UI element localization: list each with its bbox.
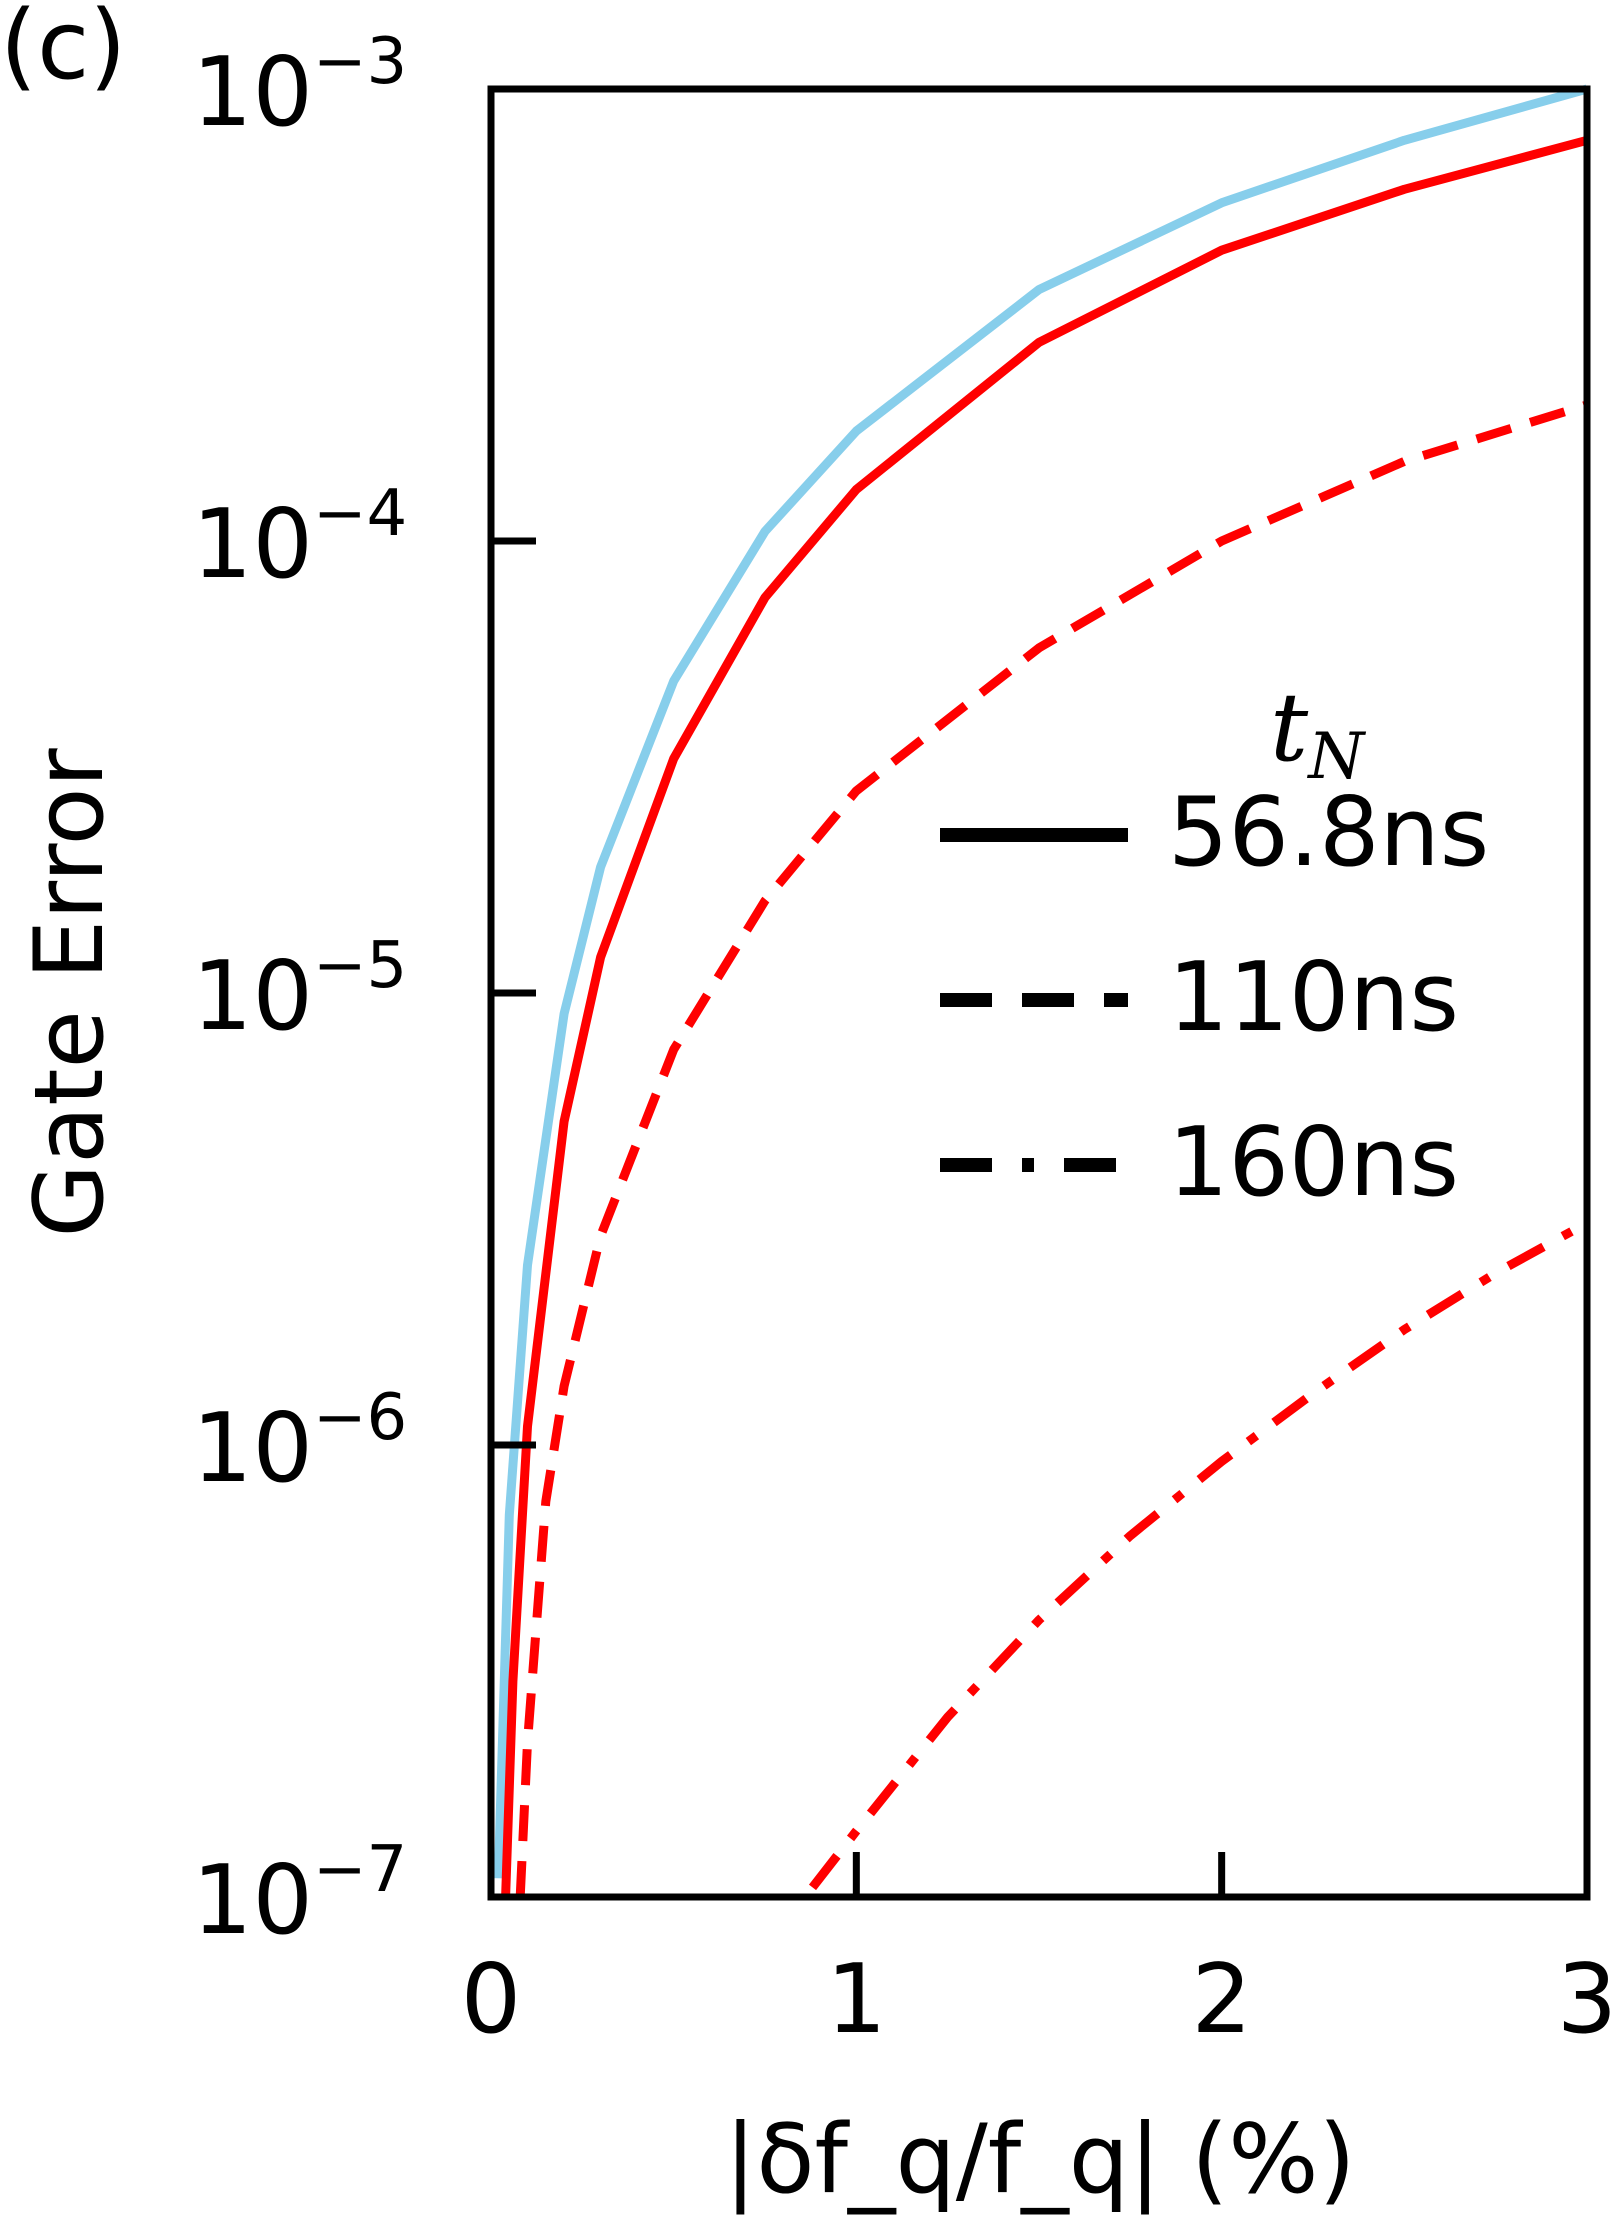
series-line-1	[501, 135, 1589, 1898]
legend-title: tN	[1270, 673, 1366, 794]
x-tick-label: 0	[461, 1945, 521, 2055]
y-tick-label: 10−7	[192, 1833, 407, 1956]
legend-label-1: 110ns	[1168, 943, 1459, 1053]
x-axis-label-text: |δf_q/f_q| (%)	[724, 2105, 1355, 2215]
y-axis-label: Gate Error	[15, 747, 125, 1237]
legend-label-2: 160ns	[1168, 1108, 1459, 1218]
legend-label-0: 56.8ns	[1168, 778, 1489, 888]
series-line-0	[493, 84, 1589, 1879]
series-layer	[493, 84, 1590, 1898]
y-tick-label: 10−6	[192, 1381, 407, 1504]
x-tick-label: 2	[1191, 1945, 1251, 2055]
x-tick-label: 1	[826, 1945, 886, 2055]
y-tick-label: 10−4	[192, 477, 407, 600]
legend: tN 56.8ns 110ns 160ns	[940, 673, 1489, 1218]
y-ticks: 10−7 10−6 10−5 10−4 10−3	[192, 25, 536, 1956]
series-line-2	[515, 400, 1589, 1898]
x-ticks: 0 1 2 3	[461, 1852, 1617, 2055]
x-axis-label: |δf_q/f_q| (%)	[724, 2105, 1355, 2215]
y-tick-label: 10−5	[192, 929, 407, 1052]
panel-label: (c)	[0, 0, 126, 101]
x-tick-label: 3	[1557, 1945, 1617, 2055]
legend-entries: 56.8ns 110ns 160ns	[940, 778, 1489, 1218]
y-tick-label: 10−3	[192, 25, 407, 148]
series-line-3	[808, 1218, 1590, 1891]
